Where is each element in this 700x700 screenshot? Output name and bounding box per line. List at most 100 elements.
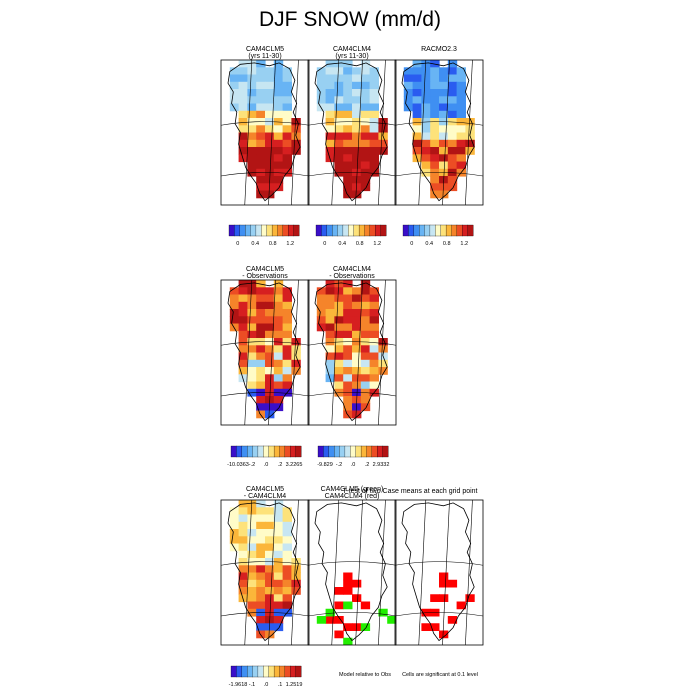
grid-cell <box>238 301 248 310</box>
grid-cell <box>447 60 458 68</box>
grid-cell <box>316 67 327 76</box>
grid-cell <box>439 161 449 170</box>
grid-cell <box>352 330 362 339</box>
grid-cell <box>447 125 458 134</box>
grid-cell <box>447 89 458 97</box>
panel-frame <box>394 59 484 206</box>
grid-cell <box>282 330 292 339</box>
grid-cell <box>265 345 275 354</box>
grid-cell <box>229 536 240 545</box>
coastline <box>314 502 388 642</box>
grid-cell <box>369 316 379 325</box>
grid-cell <box>369 89 379 97</box>
grid-cell <box>352 139 362 148</box>
colorbar-swatch <box>315 224 322 237</box>
map-panel-1 <box>220 59 310 206</box>
grid-cell <box>334 154 344 163</box>
grid-cell <box>282 514 292 523</box>
grid-cell <box>369 323 379 332</box>
grid-cell <box>316 103 327 112</box>
colorbar-swatch <box>317 445 324 458</box>
grid-cell <box>360 330 371 339</box>
grid-cell <box>256 536 266 545</box>
grid-cell <box>456 103 466 112</box>
longitude-line <box>244 280 253 425</box>
grid-cell <box>352 96 362 105</box>
coastline <box>401 502 475 642</box>
colorbar-tick-label: 0.8 <box>356 241 364 247</box>
grid-cell <box>334 323 344 332</box>
grid-cell <box>360 154 371 163</box>
grid-cell <box>247 96 257 105</box>
grid-cell <box>360 81 371 90</box>
grid-cell <box>282 594 292 603</box>
grid-cell <box>369 381 379 390</box>
grid-cell <box>430 67 440 76</box>
longitude-line <box>268 280 276 425</box>
grid-cell <box>256 316 266 325</box>
sig-cell-red <box>352 579 362 588</box>
grid-cell <box>282 96 292 105</box>
grid-cell <box>334 287 344 296</box>
latitude-line <box>221 121 309 126</box>
grid-cell <box>265 623 275 632</box>
grid-cell <box>343 154 353 163</box>
grid-cell <box>282 381 292 390</box>
grid-cell <box>412 89 422 97</box>
grid-cell <box>378 359 388 368</box>
grid-cell <box>456 147 466 155</box>
grid-cell <box>343 352 353 361</box>
grid-cell <box>316 287 327 296</box>
grid-cell <box>334 352 344 361</box>
grid-cell <box>282 132 292 141</box>
grid-cell <box>265 96 275 105</box>
grid-cell <box>439 110 449 119</box>
grid-cell <box>334 374 344 383</box>
colorbar-1: 0 0.4 0.8 1.2 <box>228 224 300 247</box>
grid-cell <box>378 345 388 354</box>
grid-cell <box>282 118 292 126</box>
grid-cell <box>439 103 449 112</box>
colorbar-tick-label: 0.4 <box>425 241 433 247</box>
sig-cell-red <box>334 587 344 595</box>
latitude-line <box>308 612 396 617</box>
grid-cell <box>265 294 275 303</box>
grid-cell <box>282 521 292 530</box>
grid-cell <box>273 301 284 310</box>
grid-cell <box>229 309 240 317</box>
panel-frame <box>394 499 484 646</box>
colorbar-swatch <box>358 224 365 237</box>
panel-subtitle: - Observations <box>242 273 288 280</box>
grid-cell <box>421 161 431 170</box>
grid-cell <box>256 381 266 390</box>
grid-cell <box>265 352 275 361</box>
grid-cell <box>291 579 301 588</box>
grid-cell <box>282 147 292 155</box>
colorbar-swatch <box>328 445 335 458</box>
grid-cell <box>256 565 266 574</box>
grid-cell <box>334 359 344 368</box>
grid-cell <box>421 110 431 119</box>
grid-cell <box>273 60 284 68</box>
grid-cell <box>325 294 335 303</box>
grid-cell <box>369 161 379 170</box>
grid-cell <box>447 81 458 90</box>
grid-cell <box>343 316 353 325</box>
grid-cell <box>352 132 362 141</box>
grid-cell <box>238 147 248 155</box>
grid-cell <box>247 280 257 288</box>
grid-cell <box>334 125 344 134</box>
colorbar-swatch <box>252 665 259 678</box>
map-panel-3 <box>394 59 484 206</box>
grid-cell <box>247 147 257 155</box>
colorbar-swatch <box>236 445 243 458</box>
grid-cell <box>334 367 344 375</box>
grid-cell <box>273 294 284 303</box>
sig-cell-red <box>439 579 449 588</box>
grid-cell <box>256 345 266 354</box>
grid-cell <box>430 154 440 163</box>
grid-cell <box>430 183 440 192</box>
grid-cell <box>343 132 353 141</box>
grid-cell <box>334 294 344 303</box>
grid-cell <box>352 190 362 199</box>
